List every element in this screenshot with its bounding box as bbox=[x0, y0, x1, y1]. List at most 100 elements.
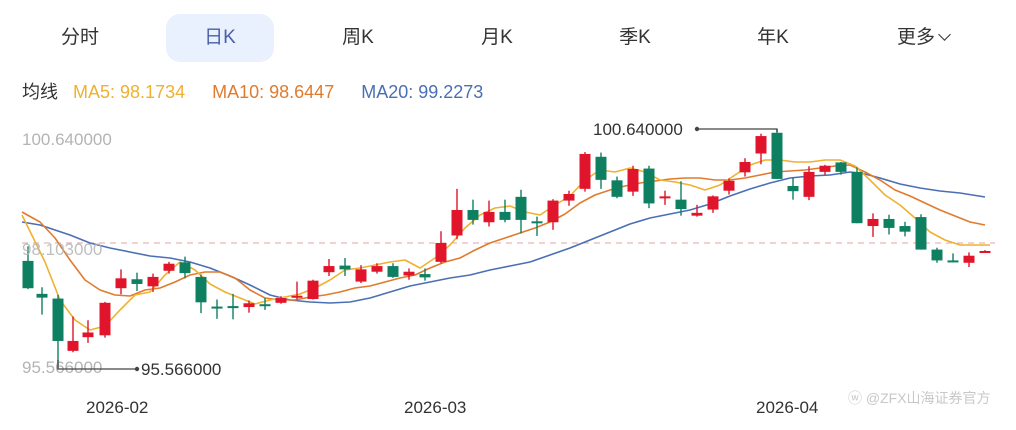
candlestick-chart[interactable]: 100.640000 98.103000 95.566000 100.64000… bbox=[0, 110, 1016, 390]
ma10-line bbox=[21, 164, 986, 301]
candle[interactable] bbox=[851, 167, 863, 224]
candle[interactable] bbox=[419, 268, 431, 281]
candle[interactable] bbox=[755, 133, 767, 165]
candle[interactable] bbox=[243, 300, 255, 313]
candle[interactable] bbox=[227, 293, 239, 320]
x-axis-label: 2026-02 bbox=[86, 398, 149, 417]
max-price-marker-label: 100.640000 bbox=[593, 120, 683, 139]
tab-0[interactable]: 分时 bbox=[30, 14, 130, 62]
candle[interactable] bbox=[707, 195, 719, 213]
ref-price-axis-label: 98.103000 bbox=[22, 240, 102, 259]
candle[interactable] bbox=[643, 165, 655, 209]
tab-label: 年K bbox=[757, 27, 789, 48]
tab-2[interactable]: 周K bbox=[308, 14, 408, 62]
x-axis-label: 2026-04 bbox=[756, 398, 819, 417]
candle[interactable] bbox=[835, 161, 847, 175]
candle[interactable] bbox=[979, 250, 991, 253]
candle[interactable] bbox=[947, 253, 959, 263]
candle[interactable] bbox=[899, 221, 911, 237]
tab-3[interactable]: 月K bbox=[447, 14, 547, 62]
candle[interactable] bbox=[435, 231, 447, 264]
max-price-axis-label: 100.640000 bbox=[22, 130, 112, 149]
candle[interactable] bbox=[371, 263, 383, 274]
candle[interactable] bbox=[547, 199, 559, 230]
candle[interactable] bbox=[82, 320, 94, 343]
candles bbox=[22, 129, 991, 368]
candle[interactable] bbox=[531, 216, 543, 236]
weibo-icon: ⓦ bbox=[848, 390, 866, 406]
ma-title: 均线 bbox=[22, 82, 58, 102]
tab-label: 周K bbox=[342, 27, 374, 48]
candle[interactable] bbox=[595, 152, 607, 189]
candle[interactable] bbox=[99, 301, 111, 338]
candle[interactable] bbox=[499, 199, 511, 223]
candle[interactable] bbox=[883, 214, 895, 235]
candle[interactable] bbox=[163, 261, 175, 274]
candle[interactable] bbox=[22, 246, 34, 290]
candle[interactable] bbox=[675, 181, 687, 216]
tab-label: 分时 bbox=[60, 27, 99, 48]
candle[interactable] bbox=[867, 213, 879, 237]
tab-label: 日K bbox=[204, 27, 236, 48]
min-price-marker-label: 95.566000 bbox=[141, 360, 221, 379]
ma20-legend[interactable]: MA20: 99.2273 bbox=[361, 82, 484, 102]
candle[interactable] bbox=[611, 176, 623, 199]
candle[interactable] bbox=[291, 281, 303, 300]
moving-average-lines bbox=[21, 159, 990, 331]
ma10-legend[interactable]: MA10: 98.6447 bbox=[212, 82, 335, 102]
candle[interactable] bbox=[451, 188, 463, 240]
candle[interactable] bbox=[179, 256, 191, 279]
candle[interactable] bbox=[339, 258, 351, 276]
tab-6[interactable]: 更多 bbox=[873, 14, 973, 62]
candle[interactable] bbox=[915, 214, 927, 250]
candle[interactable] bbox=[52, 294, 64, 368]
candle[interactable] bbox=[259, 298, 271, 310]
tab-5[interactable]: 年K bbox=[723, 14, 823, 62]
candle[interactable] bbox=[275, 296, 287, 304]
candle[interactable] bbox=[131, 272, 143, 292]
candle[interactable] bbox=[355, 265, 367, 284]
period-tabs: 分时 日K 周K 月K 季K 年K 更多 bbox=[0, 14, 1016, 64]
candle[interactable] bbox=[771, 129, 783, 179]
candle[interactable] bbox=[627, 165, 639, 196]
candle[interactable] bbox=[67, 316, 79, 353]
candle[interactable] bbox=[563, 190, 575, 206]
ma5-line bbox=[21, 159, 990, 331]
candle[interactable] bbox=[387, 263, 399, 278]
candle[interactable] bbox=[483, 200, 495, 227]
candle[interactable] bbox=[931, 247, 943, 263]
candle[interactable] bbox=[323, 259, 335, 276]
min-price-axis-label: 95.566000 bbox=[22, 358, 102, 377]
max-price-marker: 100.640000 bbox=[593, 120, 778, 139]
tab-label: 季K bbox=[619, 27, 651, 48]
x-axis-label: 2026-03 bbox=[404, 398, 467, 417]
candle[interactable] bbox=[467, 199, 479, 225]
candle[interactable] bbox=[819, 164, 831, 175]
watermark: ⓦ @ZFX山海证券官方 bbox=[848, 390, 991, 406]
candle[interactable] bbox=[691, 204, 703, 217]
tab-4[interactable]: 季K bbox=[585, 14, 685, 62]
candle[interactable] bbox=[307, 279, 319, 300]
candle[interactable] bbox=[963, 252, 975, 268]
candle[interactable] bbox=[195, 274, 207, 314]
candle[interactable] bbox=[739, 158, 751, 177]
chevron-down-icon bbox=[938, 28, 951, 41]
candle[interactable] bbox=[115, 269, 127, 295]
min-price-marker: 95.566000 bbox=[57, 360, 221, 379]
tab-1[interactable]: 日K bbox=[166, 14, 274, 62]
candle[interactable] bbox=[147, 273, 159, 292]
candle[interactable] bbox=[211, 299, 223, 319]
candle[interactable] bbox=[579, 152, 591, 192]
candle[interactable] bbox=[659, 190, 671, 205]
candle[interactable] bbox=[403, 268, 415, 280]
tab-label: 月K bbox=[481, 27, 513, 48]
tab-label: 更多 bbox=[896, 27, 935, 48]
candle[interactable] bbox=[787, 177, 799, 200]
candle[interactable] bbox=[723, 178, 735, 195]
candle[interactable] bbox=[36, 287, 48, 315]
candle[interactable] bbox=[515, 189, 527, 234]
moving-average-legend: 均线 MA5: 98.1734 MA10: 98.6447 MA20: 99.2… bbox=[22, 78, 505, 104]
ma20-line bbox=[21, 171, 986, 304]
ma5-legend[interactable]: MA5: 98.1734 bbox=[73, 82, 186, 102]
candle[interactable] bbox=[803, 166, 815, 201]
